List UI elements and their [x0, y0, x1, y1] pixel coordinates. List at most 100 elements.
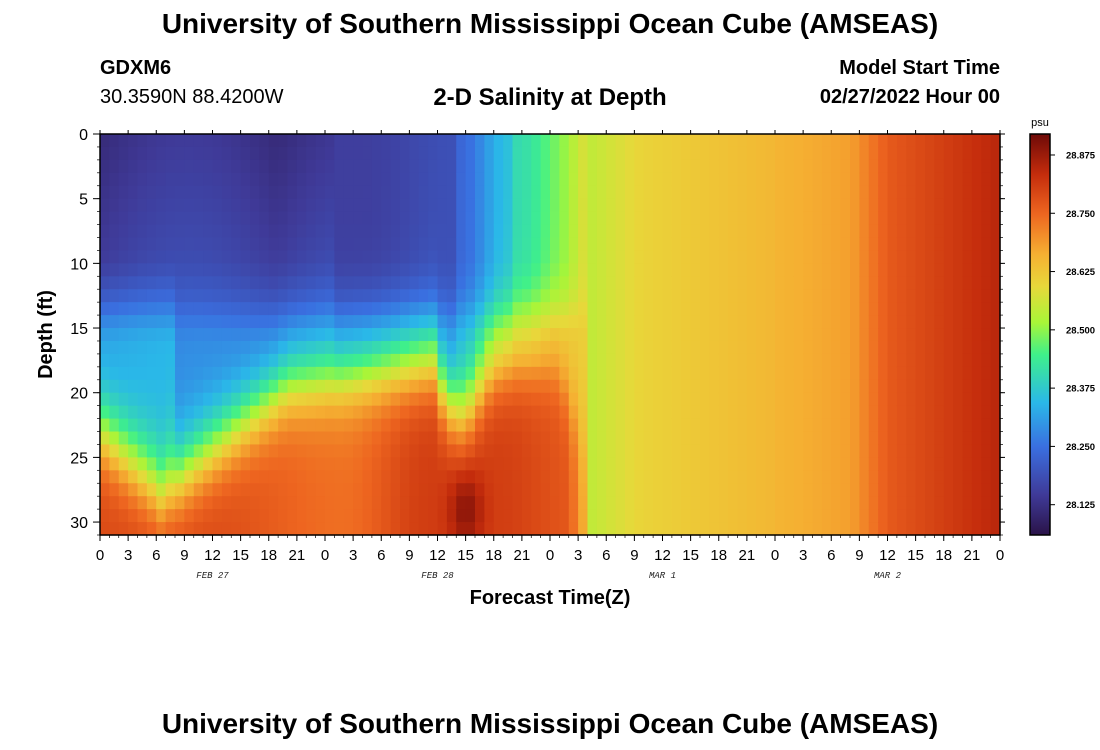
heatmap-cell [353, 237, 364, 252]
heatmap-cell [109, 444, 120, 458]
heatmap-cell [850, 289, 860, 303]
salinity-chart: 0 3 6 9 12 15 18 21 0 3 6 9 12 15 18 21 0 3 6 9 12 15 18 21 0 3 6 9… [35, 117, 1096, 609]
heatmap-cell [700, 509, 710, 523]
heatmap-cell [287, 431, 298, 446]
heatmap-cell [512, 237, 523, 252]
heatmap-cell [615, 185, 626, 200]
heatmap-cell [934, 405, 945, 420]
heatmap-cell [550, 379, 560, 394]
heatmap-cell [203, 340, 214, 355]
heatmap-cell [625, 431, 635, 446]
heatmap-cell [287, 302, 298, 316]
heatmap-cell [578, 457, 589, 471]
heatmap-cell [775, 185, 785, 200]
heatmap-cell [953, 289, 964, 303]
heatmap-cell [128, 276, 139, 290]
heatmap-cell [156, 340, 167, 355]
heatmap-cell [156, 198, 167, 213]
heatmap-cell [606, 340, 617, 355]
heatmap-cell [362, 237, 373, 252]
heatmap-cell [306, 353, 317, 368]
heatmap-cell [671, 392, 682, 407]
heatmap-cell [859, 224, 870, 239]
heatmap-cell [343, 353, 354, 368]
heatmap-cell [784, 328, 795, 342]
heatmap-cell [250, 496, 260, 510]
heatmap-cell [681, 237, 692, 252]
heatmap-cell [221, 509, 232, 523]
heatmap-cell [915, 224, 926, 239]
heatmap-cell [409, 276, 420, 290]
heatmap-cell [203, 418, 214, 433]
heatmap-cell [587, 250, 598, 264]
heatmap-cell [878, 302, 889, 316]
heatmap-cell [971, 146, 982, 161]
heatmap-cell [231, 302, 242, 316]
heatmap-cell [362, 315, 373, 329]
heatmap-cell [981, 496, 992, 510]
x-tick-label: 0 [321, 547, 329, 564]
heatmap-cell [709, 159, 720, 174]
heatmap-cell [568, 509, 579, 523]
heatmap-cell [643, 483, 654, 497]
heatmap-cell [765, 276, 776, 290]
heatmap-cell [306, 509, 317, 523]
heatmap-cell [671, 418, 682, 433]
heatmap-cell [521, 483, 532, 497]
heatmap-cell [428, 496, 439, 510]
heatmap-cell [259, 263, 270, 277]
heatmap-cell [606, 496, 617, 510]
heatmap-cell [287, 237, 298, 252]
heatmap-cell [859, 159, 870, 174]
heatmap-cell [165, 328, 176, 342]
heatmap-cell [643, 366, 654, 381]
heatmap-cell [493, 198, 504, 213]
heatmap-cell [137, 172, 148, 187]
heatmap-cell [578, 366, 589, 381]
heatmap-cell [925, 289, 935, 303]
heatmap-cell [456, 470, 467, 484]
heatmap-cell [568, 483, 579, 497]
heatmap-cell [221, 172, 232, 187]
heatmap-cell [756, 237, 767, 252]
heatmap-cell [362, 276, 373, 290]
heatmap-cell [840, 366, 851, 381]
heatmap-cell [728, 379, 739, 394]
heatmap-cell [362, 392, 373, 407]
heatmap-cell [156, 405, 167, 420]
heatmap-cell [475, 263, 485, 277]
heatmap-cell [409, 185, 420, 200]
heatmap-cell [353, 418, 364, 433]
heatmap-cell [934, 418, 945, 433]
heatmap-cell [868, 431, 879, 446]
heatmap-cell [353, 134, 364, 148]
heatmap-cell [681, 263, 692, 277]
heatmap-cell [718, 224, 729, 239]
heatmap-cell [559, 483, 570, 497]
heatmap-cell [821, 366, 832, 381]
heatmap-cell [400, 263, 410, 277]
heatmap-cell [775, 328, 785, 342]
heatmap-cell [962, 353, 973, 368]
heatmap-cell [203, 134, 214, 148]
heatmap-cell [175, 392, 185, 407]
heatmap-cell [146, 328, 157, 342]
heatmap-cell [971, 159, 982, 174]
heatmap-cell [700, 172, 710, 187]
heatmap-cell [371, 237, 382, 252]
heatmap-cell [850, 211, 860, 226]
heatmap-cell [456, 457, 467, 471]
heatmap-cell [587, 444, 598, 458]
heatmap-cell [381, 509, 392, 523]
heatmap-cell [362, 146, 373, 161]
heatmap-cell [390, 315, 401, 329]
heatmap-cell [775, 483, 785, 497]
heatmap-cell [662, 483, 673, 497]
heatmap-cell [878, 431, 889, 446]
heatmap-cell [315, 379, 326, 394]
heatmap-cell [793, 392, 804, 407]
heatmap-cell [925, 340, 935, 355]
heatmap-cell [100, 379, 110, 394]
heatmap-cell [793, 315, 804, 329]
heatmap-cell [146, 405, 157, 420]
